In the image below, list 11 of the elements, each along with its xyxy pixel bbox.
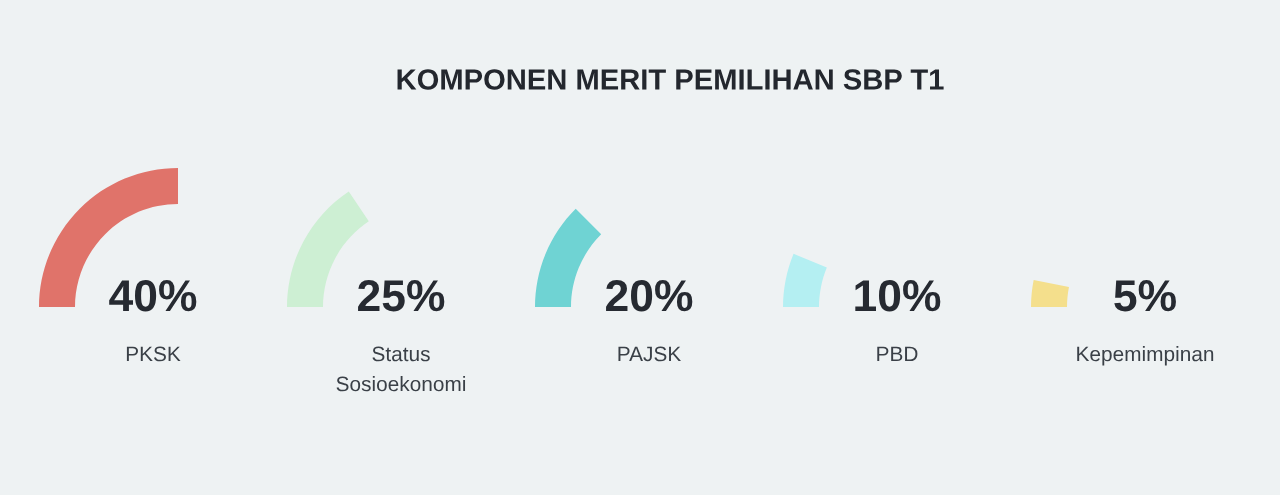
category-label: Status Sosioekonomi	[336, 346, 466, 392]
category-label: Kepemimpinan	[1077, 346, 1214, 366]
data-label: 25%	[358, 279, 445, 312]
category-label: PBD	[877, 346, 918, 362]
category-label: PKSK	[126, 346, 181, 362]
data-label: 40%	[109, 279, 197, 312]
text: KOMPONEN MERIT PEMILIHAN SBP T1	[397, 69, 944, 90]
data-label: 20%	[606, 279, 693, 312]
category-label: PAJSK	[618, 346, 681, 362]
data-label: 5%	[1114, 280, 1176, 312]
data-label: 10%	[855, 279, 941, 312]
